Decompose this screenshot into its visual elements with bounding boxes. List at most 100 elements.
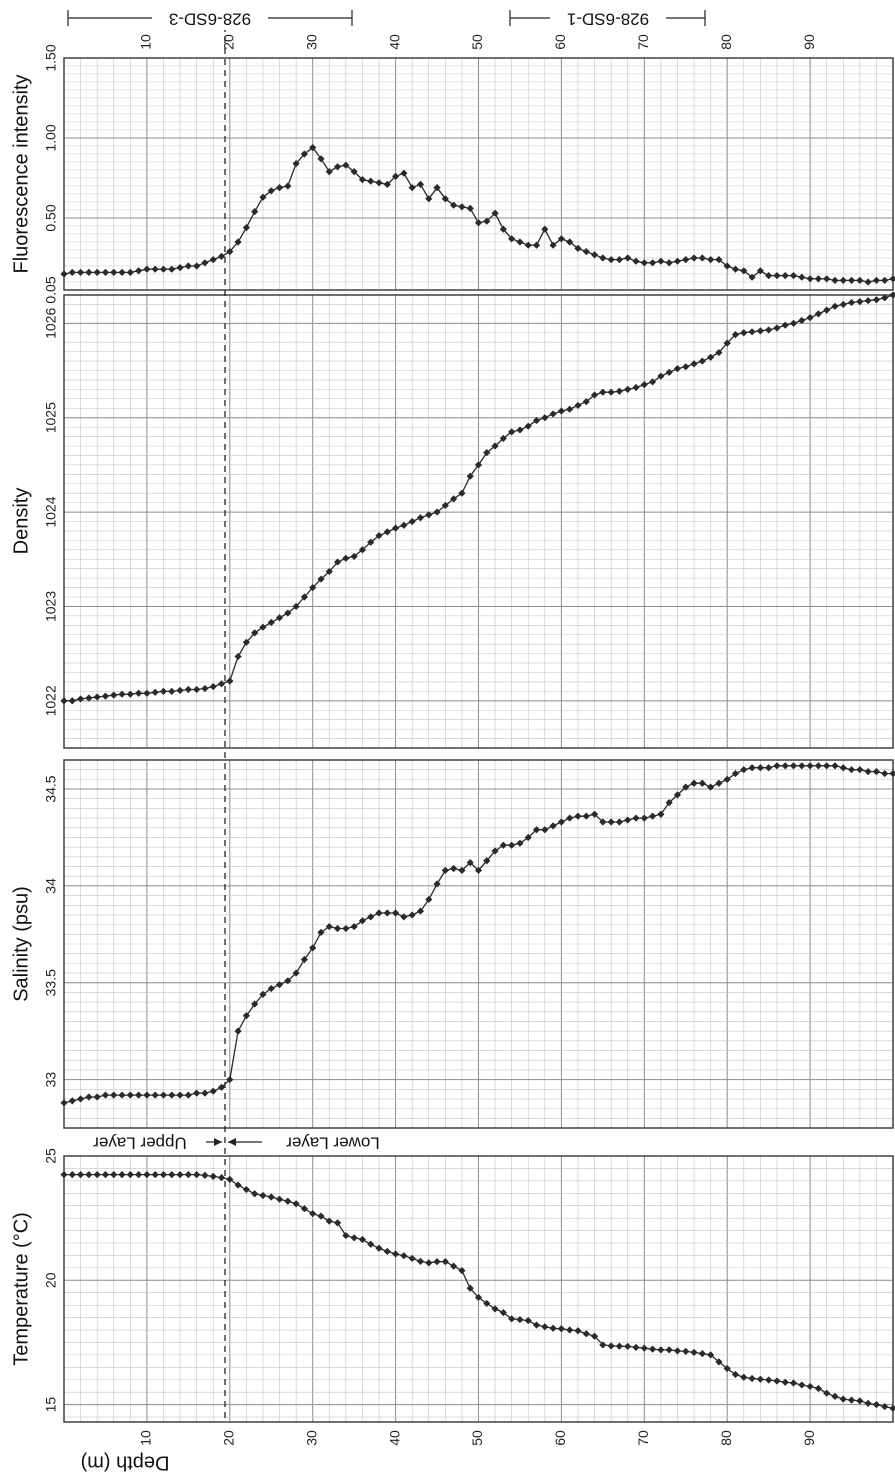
y-tick-label: 1026 [43,308,59,339]
temperature-data-point [101,1171,110,1179]
salinity-data-point [831,762,839,770]
temperature-data-point [731,1370,740,1379]
salinity-data-point [68,1097,76,1105]
density-data-point [756,327,764,335]
density-data-point [574,401,582,410]
density-data-point [707,353,715,361]
salinity-data-point [499,841,507,849]
density-data-point [284,609,292,617]
density-data-point [333,558,342,566]
density-data-point [524,422,532,430]
density-data-point [168,687,176,695]
temperature-data-point [68,1171,76,1179]
density-data-point [566,405,574,413]
fluorescence-data-point [566,238,574,246]
fluorescence-data-point [806,275,814,283]
density-data-point [375,532,383,540]
density-data-point [325,567,333,576]
salinity-data-point [135,1091,143,1099]
density-data-point [416,514,425,522]
density-data-point [425,511,433,519]
fluorescence-data-point [648,259,657,267]
salinity-data-point [698,779,706,787]
salinity-data-point [416,907,425,915]
salinity-data-point [284,977,292,985]
temperature-data-point [847,1396,856,1404]
fluorescence-data-point [773,272,781,280]
fluorescence-data-point [590,251,599,259]
temperature-data-point [342,1231,350,1240]
salinity-data-point [524,833,532,842]
density-data-point [864,297,872,305]
density-data-point [483,449,491,457]
density-data-point [458,489,466,497]
temperature-data-point [682,1347,690,1355]
temperature-data-point [300,1205,309,1213]
salinity-data-point [251,1000,259,1008]
x-tick-label: 80 [718,1430,734,1446]
salinity-data-point [242,1012,250,1020]
fluorescence-data-point [856,276,864,284]
temperature-data-point [756,1375,764,1383]
salinity-data-point [839,764,847,772]
temperature-data-point [358,1235,367,1244]
temperature-data-point [408,1254,416,1263]
salinity-data-point [823,762,831,770]
density-data-point [433,508,441,516]
x-tick-label: 30 [303,34,319,50]
salinity-data-point [383,909,391,917]
fluorescence-data-point [168,265,176,273]
fluorescence-data-point [267,187,275,195]
temperature-data-point [226,1175,234,1183]
temperature-data-point [284,1197,292,1205]
fluorescence-data-point [60,270,68,278]
salinity-data-point [491,847,499,855]
fluorescence-data-point [201,259,209,267]
salinity-data-point [657,810,665,818]
fluorescence-data-point [508,235,516,243]
density-data-point [590,391,599,399]
x-tick-label: 90 [801,34,817,50]
temperature-data-point [217,1174,226,1182]
density-data-point [665,368,673,376]
salinity-data-point [408,911,416,919]
temperature-data-point [798,1381,806,1389]
temperature-data-point [259,1191,267,1200]
fluorescence-data-point [433,184,441,192]
density-data-point [731,331,740,339]
density-data-point [648,378,657,386]
density-data-point [226,677,234,685]
salinity-data-point [624,816,632,824]
fluorescence-data-point [715,256,723,264]
fluorescence-data-point [275,184,284,192]
salinity-data-point [615,818,624,826]
temperature-data-point [135,1171,143,1179]
fluorescence-data-point [416,180,425,188]
x-tick-label: 50 [469,1430,485,1446]
temperature-data-point [317,1212,325,1220]
density-data-point [85,694,93,702]
temperature-data-point [789,1379,798,1387]
temperature-data-point [209,1172,217,1180]
density-data-point [474,461,483,469]
salinity-data-point [226,1075,234,1084]
density-data-point [881,294,889,302]
panels-layer: 0.05 0.50 1.00 1.50 Fluorescence intensity 10… [10,34,895,1474]
fluorescence-data-point [325,168,333,176]
density-data-point [259,623,267,631]
fluorescence-data-point [765,272,773,280]
temperature-data-point [483,1299,491,1308]
density-data-point [872,296,881,304]
temperature-data-point [715,1358,723,1366]
y-tick-label: 34 [43,878,59,894]
temperature-data-point [574,1327,582,1335]
fluorescence-data-point [748,273,756,281]
temperature-data-point [60,1171,68,1179]
fluorescence-data-point [184,262,192,270]
fluorescence-data-point [632,257,640,265]
temperature-data-point [624,1342,632,1351]
temperature-data-point [648,1345,657,1353]
fluorescence-data-point [292,160,300,168]
salinity-data-point [85,1093,93,1101]
fluorescence-data-point [176,264,184,272]
